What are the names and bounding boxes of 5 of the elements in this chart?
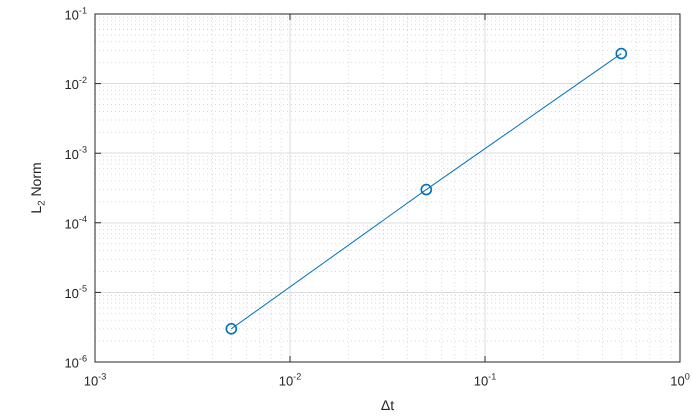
point — [616, 48, 628, 60]
point — [420, 184, 432, 196]
y-axis-title: L2 Norm — [28, 162, 48, 214]
x-axis-title: Δt — [380, 396, 394, 413]
point — [226, 322, 238, 335]
